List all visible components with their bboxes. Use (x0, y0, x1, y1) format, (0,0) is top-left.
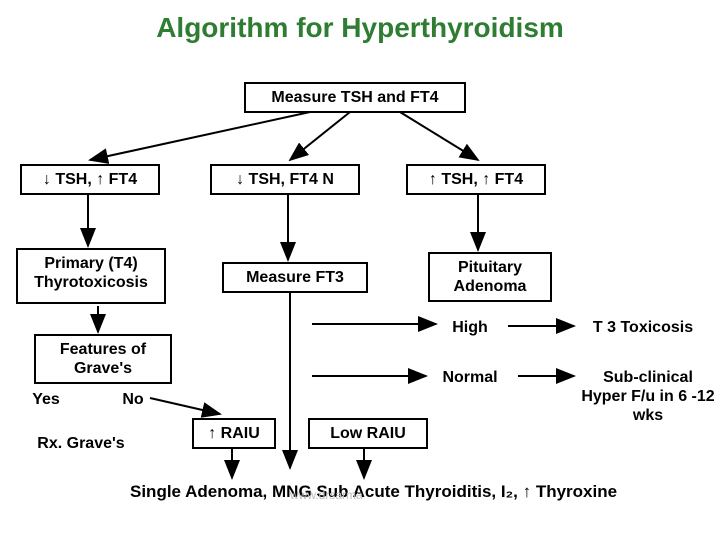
box-pituitary-adenoma: Pituitary Adenoma (428, 252, 552, 302)
box-tsh-down-ft4-up: ↓ TSH, ↑ FT4 (20, 164, 160, 195)
label-bottom-line: Single Adenoma, MNG Sub Acute Thyroiditi… (130, 482, 690, 526)
label-no: No (113, 390, 153, 412)
label-rx-graves: Rx. Grave's (36, 434, 126, 474)
label-high: High (440, 318, 500, 340)
box-measure-tsh-ft4: Measure TSH and FT4 (244, 82, 466, 113)
label-yes: Yes (26, 390, 66, 430)
box-primary-t4: Primary (T4) Thyrotoxicosis (16, 248, 166, 304)
page-title: Algorithm for Hyperthyroidism (0, 12, 720, 44)
box-features-graves: Features of Grave's (34, 334, 172, 384)
box-raiu-up: ↑ RAIU (192, 418, 276, 449)
label-t3-toxicosis: T 3 Toxicosis (578, 318, 708, 340)
label-subclinical: Sub-clinical Hyper F/u in 6 -12 wks (580, 368, 716, 442)
box-tsh-down-ft4-n: ↓ TSH, FT4 N (210, 164, 360, 195)
box-tsh-up-ft4-up: ↑ TSH, ↑ FT4 (406, 164, 546, 195)
watermark: www.drsarma (290, 488, 363, 502)
box-measure-ft3: Measure FT3 (222, 262, 368, 293)
box-low-raiu: Low RAIU (308, 418, 428, 449)
label-normal: Normal (430, 368, 510, 390)
